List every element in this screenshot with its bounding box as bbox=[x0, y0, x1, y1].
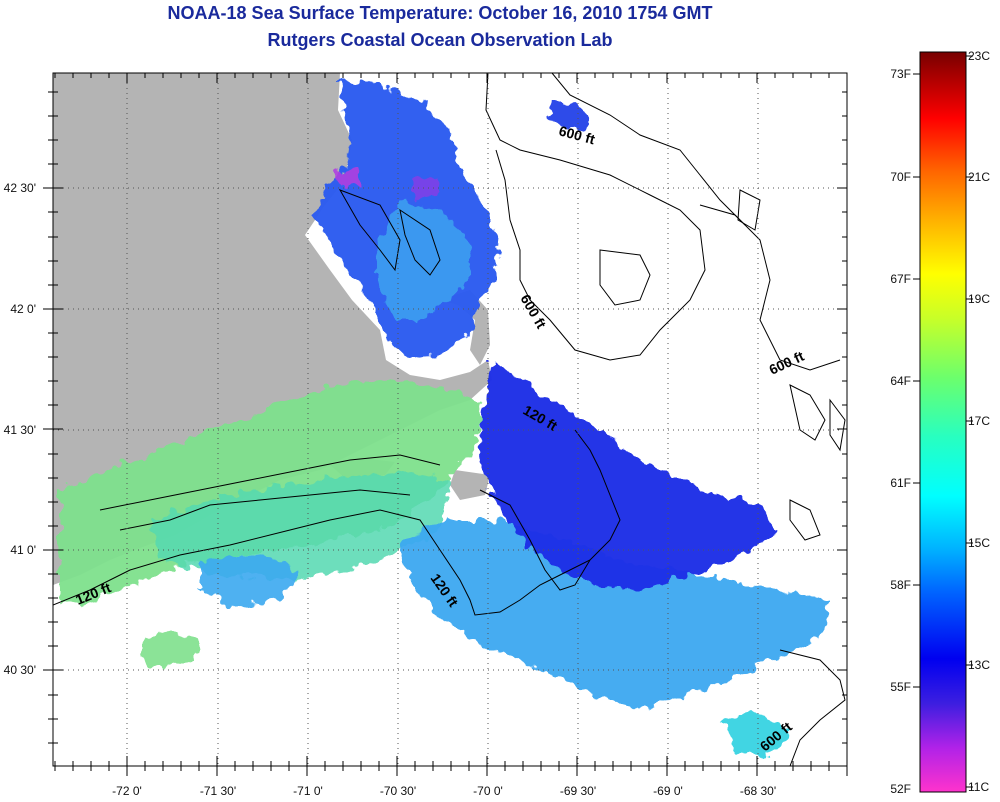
colorbar-c-label: 19C bbox=[968, 292, 990, 306]
colorbar-f-label: 55F bbox=[890, 680, 911, 694]
x-tick-label: -69 0' bbox=[653, 784, 683, 798]
y-tick-label: 41 30' bbox=[4, 423, 36, 437]
colorbar-f-label: 64F bbox=[890, 374, 911, 388]
colorbar-c-label: 11C bbox=[968, 780, 989, 794]
cape-hook bbox=[440, 290, 490, 365]
x-tick-label: -72 0' bbox=[112, 784, 142, 798]
colorbar-f-label: 73F bbox=[890, 67, 911, 81]
temperature-colorbar: 73F 70F 67F 64F 61F 58F 55F 52F 23C 21C … bbox=[890, 49, 990, 796]
x-tick-label: -71 30' bbox=[200, 784, 236, 798]
sst-warm-plume bbox=[60, 380, 485, 668]
y-tick-label: 40 30' bbox=[4, 663, 36, 677]
x-tick-label: -69 30' bbox=[560, 784, 596, 798]
sst-mid-region bbox=[200, 520, 830, 755]
x-tick-label: -68 30' bbox=[740, 784, 776, 798]
colorbar-f-label: 70F bbox=[890, 170, 911, 184]
colorbar-c-label: 21C bbox=[968, 170, 990, 184]
colorbar-f-label: 58F bbox=[890, 578, 911, 592]
bathymetry-contours bbox=[53, 73, 846, 766]
x-tick-label: -70 30' bbox=[380, 784, 416, 798]
colorbar-f-label: 61F bbox=[890, 476, 911, 490]
colorbar-c-label: 23C bbox=[968, 49, 990, 63]
colorbar-c-label: 13C bbox=[968, 658, 990, 672]
colorbar-f-label: 67F bbox=[890, 272, 911, 286]
colorbar-f-label: 52F bbox=[890, 782, 911, 796]
graticule bbox=[53, 73, 847, 766]
x-tick-label: -70 0' bbox=[473, 784, 503, 798]
x-axis-labels: -72 0' -71 30' -71 0' -70 30' -70 0' -69… bbox=[112, 784, 776, 798]
sst-cold-region bbox=[315, 80, 780, 590]
y-tick-label: 42 0' bbox=[10, 302, 36, 316]
colorbar-c-label: 15C bbox=[968, 536, 990, 550]
map-subtitle: Rutgers Coastal Ocean Observation Lab bbox=[267, 30, 613, 50]
map-title: NOAA-18 Sea Surface Temperature: October… bbox=[167, 3, 713, 23]
axis-ticks bbox=[43, 73, 848, 776]
y-axis-labels: 42 30' 42 0' 41 30' 41 0' 40 30' bbox=[4, 181, 36, 677]
y-tick-label: 42 30' bbox=[4, 181, 36, 195]
colorbar-c-label: 17C bbox=[968, 414, 990, 428]
island bbox=[450, 470, 490, 500]
y-tick-label: 41 0' bbox=[10, 543, 36, 557]
x-tick-label: -71 0' bbox=[293, 784, 323, 798]
